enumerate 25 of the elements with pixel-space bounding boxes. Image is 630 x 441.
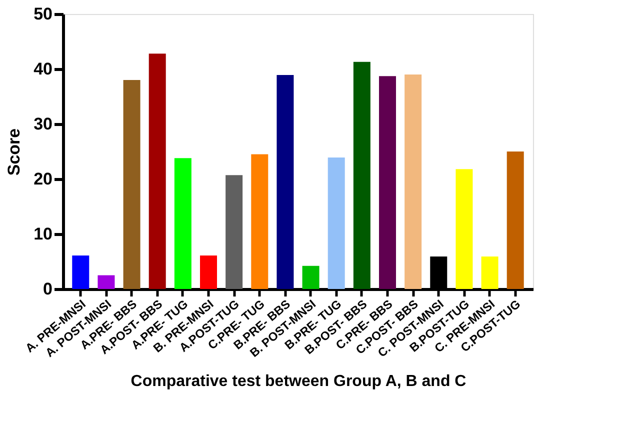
bar xyxy=(379,76,396,289)
y-axis-title: Score xyxy=(4,128,24,176)
y-tick-label: 0 xyxy=(43,280,52,298)
bar xyxy=(276,75,294,289)
y-tick-label: 40 xyxy=(34,60,52,78)
x-axis-title: Comparative test between Group A, B and C xyxy=(130,373,467,390)
bar xyxy=(404,74,422,289)
bar xyxy=(251,154,268,289)
bar xyxy=(506,152,524,289)
y-tick-label: 10 xyxy=(34,224,52,244)
bar xyxy=(456,169,473,289)
bar xyxy=(226,175,243,289)
bar xyxy=(302,266,320,289)
bar xyxy=(353,62,370,289)
y-tick-label: 30 xyxy=(34,114,52,134)
bar xyxy=(200,255,217,289)
bar xyxy=(148,54,166,289)
y-tick-label: 20 xyxy=(34,170,52,188)
bar xyxy=(72,255,90,289)
bar xyxy=(328,158,345,289)
y-tick-label: 50 xyxy=(34,4,52,24)
bar xyxy=(174,158,192,289)
bar xyxy=(481,256,498,289)
bar xyxy=(98,275,115,289)
bar xyxy=(123,80,140,289)
